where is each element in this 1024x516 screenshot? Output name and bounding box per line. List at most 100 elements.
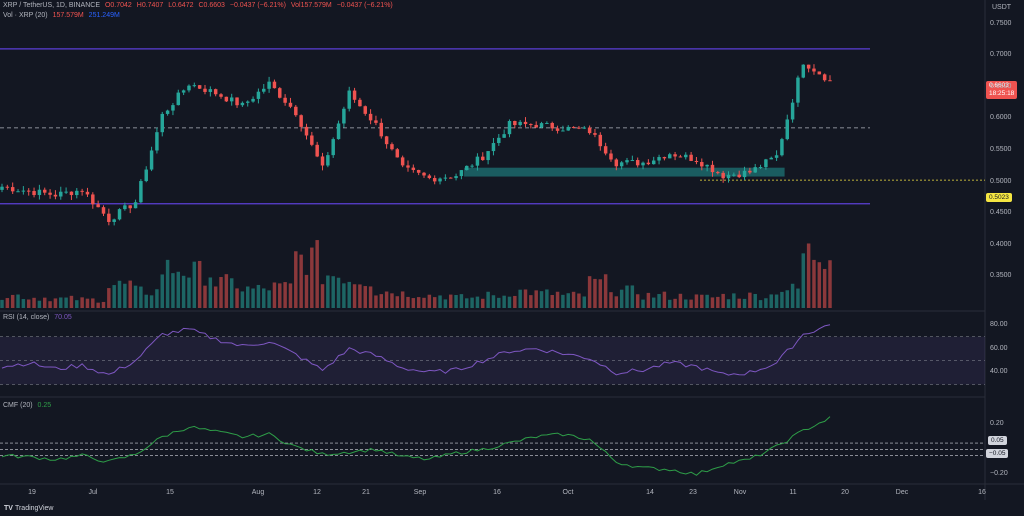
volume-bar [395, 296, 400, 308]
volume-bar [577, 293, 581, 308]
volume-bar [192, 261, 197, 308]
volume-bar [133, 285, 138, 308]
candle-body [828, 80, 832, 82]
symbol-title: XRP / TetherUS, 1D, BINANCE [3, 2, 100, 9]
volume-bar [411, 298, 416, 308]
candle-body [561, 130, 565, 132]
time-tick-label: 15 [166, 489, 174, 496]
volume-bar [384, 291, 389, 308]
candle-body [59, 191, 63, 197]
candle-body [710, 164, 715, 173]
cmf-upper-tag: 0.05 [988, 436, 1007, 445]
volume-bar [91, 298, 95, 308]
volume-bar [502, 295, 506, 308]
volume-bar [694, 294, 699, 308]
time-tick-label: Oct [562, 489, 574, 496]
volume-bar [112, 285, 116, 308]
candle-body [742, 170, 747, 178]
candle-body [155, 132, 159, 151]
candle-body [326, 155, 330, 166]
candle-body [481, 156, 485, 161]
volume-bar [5, 298, 10, 308]
volume-bar [262, 288, 266, 308]
volume-bar [614, 296, 619, 308]
price-tick-label: 0.4000 [990, 240, 1012, 248]
candle-body [320, 156, 325, 166]
volume-bar [523, 289, 528, 308]
volume-bar [764, 298, 768, 308]
volume-bar [785, 290, 790, 308]
candle-body [75, 190, 79, 196]
volume-bar [32, 297, 36, 308]
volume-bar [721, 293, 725, 308]
candle-body [587, 127, 592, 134]
candle-body [459, 170, 464, 177]
volume-bar [240, 291, 245, 308]
candle-body [657, 157, 661, 161]
candle-body [37, 189, 42, 196]
volume-bar [304, 274, 309, 308]
candle-body [625, 160, 629, 163]
candle-body [796, 77, 800, 103]
candle-body [662, 157, 667, 159]
volume-bar [555, 291, 560, 308]
volume-bar [310, 247, 314, 308]
candle-body [363, 106, 367, 114]
candle-body [630, 160, 635, 162]
volume-bar [684, 299, 688, 308]
candle-body [577, 127, 581, 129]
tradingview-logo[interactable]: TV TradingView [4, 505, 53, 512]
rsi-tick-label: 40.00 [990, 368, 1008, 376]
candle-body [208, 89, 213, 92]
candle-body [668, 154, 672, 159]
volume-bar [128, 280, 132, 308]
time-tick-label: 16 [978, 489, 986, 496]
volume-bar [352, 284, 357, 308]
volume-bar [438, 295, 442, 308]
candle-body [411, 167, 416, 171]
candle-body [753, 167, 757, 173]
currency-label: USDT [992, 4, 1012, 11]
candle-body [42, 189, 47, 193]
volume-bar [497, 297, 501, 308]
price-tick-label: 0.5500 [990, 145, 1012, 153]
volume-bar [213, 286, 218, 308]
candle-body [684, 154, 688, 158]
support-zone [464, 167, 785, 177]
candle-body [187, 85, 191, 91]
volume-bar [272, 282, 277, 308]
volume-bar [689, 299, 693, 308]
low-value: L0.6472 [168, 2, 194, 9]
candle-body [245, 101, 250, 103]
volume-bar [197, 260, 202, 308]
volume-bar [374, 295, 378, 308]
candle-body [133, 202, 138, 209]
candle-body [101, 207, 106, 214]
volume-bar [187, 277, 191, 308]
candle-body [358, 99, 362, 107]
candle-body [123, 205, 127, 210]
volume-bar [181, 275, 186, 308]
candle-body [817, 71, 822, 75]
candle-body [416, 170, 421, 173]
volume-bar [363, 286, 367, 308]
candle-body [432, 178, 437, 182]
candle-body [443, 177, 448, 179]
time-tick-label: 14 [646, 489, 654, 496]
candle-body [523, 121, 528, 125]
candle-body [422, 172, 426, 176]
volume-bar [635, 294, 640, 308]
time-tick-label: Sep [413, 489, 427, 496]
price-tick-label: 0.7500 [990, 19, 1012, 27]
volume-bar [475, 296, 480, 308]
candle-body [197, 85, 202, 89]
candle-body [635, 160, 640, 166]
rsi-line [1, 324, 831, 376]
candle-body [117, 209, 122, 220]
candle-body [229, 97, 234, 102]
volume-bar [737, 298, 741, 308]
volume-bar [171, 273, 175, 308]
volume-bar [657, 294, 661, 308]
candle-body [716, 172, 720, 174]
